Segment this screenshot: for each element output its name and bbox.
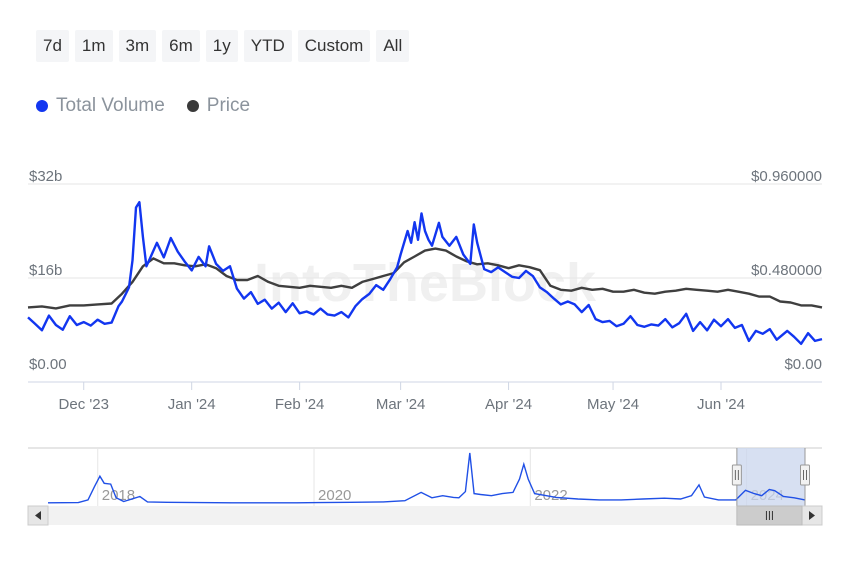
navigator: 2018202020222024: [27, 447, 823, 526]
navigator-volume-line: [47, 452, 806, 504]
range-button-1m[interactable]: 1m: [74, 30, 113, 62]
range-selector: 7d 1m 3m 6m 1y YTD Custom All: [36, 30, 410, 62]
price-line[interactable]: [27, 247, 823, 310]
y-right-tick-label: $0.480000: [751, 262, 822, 279]
range-button-custom[interactable]: Custom: [297, 30, 371, 62]
arrow-right-icon: [809, 511, 815, 520]
legend-marker-price: [186, 100, 199, 112]
range-button-all[interactable]: All: [376, 30, 410, 62]
navigator-year-label: 2020: [318, 487, 351, 504]
y-axis-left: $0.00 $16b $32b: [29, 168, 67, 373]
range-button-6m[interactable]: 6m: [162, 30, 200, 62]
legend-label-total-volume: Total Volume: [56, 95, 165, 116]
watermark: IntoTheBlock: [254, 253, 597, 313]
navigator-handle-right[interactable]: [800, 464, 810, 486]
handle-body[interactable]: [731, 464, 742, 486]
legend-marker-total-volume: [36, 100, 48, 112]
chart-legend: Total Volume Price: [36, 95, 250, 117]
plot-area[interactable]: [27, 201, 823, 345]
y-right-tick-label: $0.00: [784, 356, 822, 373]
legend-label-price: Price: [206, 95, 251, 116]
arrow-left-icon: [35, 511, 41, 520]
scroll-left-button[interactable]: [27, 505, 49, 526]
x-tick-label: Apr '24: [485, 396, 532, 413]
legend-item-total-volume[interactable]: Total Volume: [36, 95, 165, 117]
x-tick-label: Jun '24: [697, 396, 745, 413]
scrollbar-track[interactable]: [28, 506, 822, 525]
navigator-year-label: 2018: [102, 487, 135, 504]
total-volume-line[interactable]: [27, 201, 823, 345]
x-tick-label: Dec '23: [59, 396, 109, 413]
range-button-3m[interactable]: 3m: [118, 30, 157, 62]
y-right-tick-label: $0.960000: [751, 168, 822, 185]
scroll-right-button[interactable]: [801, 505, 823, 526]
scrollbar-thumb[interactable]: [736, 505, 803, 526]
navigator-handle-left[interactable]: [731, 464, 742, 486]
navigator-year-label: 2022: [534, 487, 567, 504]
range-button-7d[interactable]: 7d: [36, 30, 69, 62]
x-tick-label: Feb '24: [275, 396, 325, 413]
navigator-selected-window[interactable]: [736, 448, 805, 506]
x-axis: Dec '23 Jan '24 Feb '24 Mar '24 Apr '24 May '…: [59, 382, 745, 413]
y-axis-right: $0.00 $0.480000 $0.960000: [751, 168, 822, 373]
gridlines: [28, 183, 822, 383]
range-button-1y[interactable]: 1y: [205, 30, 238, 62]
y-left-tick-label: $32b: [29, 168, 62, 185]
x-tick-label: Mar '24: [376, 396, 426, 413]
range-button-ytd[interactable]: YTD: [243, 30, 292, 62]
watermark-text: IntoTheBlock: [254, 253, 597, 313]
y-left-tick-label: $16b: [29, 262, 62, 279]
legend-item-price[interactable]: Price: [186, 95, 251, 117]
x-tick-label: Jan '24: [168, 396, 216, 413]
y-left-tick-label: $0.00: [29, 356, 67, 373]
handle-body[interactable]: [800, 464, 810, 486]
x-tick-label: May '24: [587, 396, 639, 413]
